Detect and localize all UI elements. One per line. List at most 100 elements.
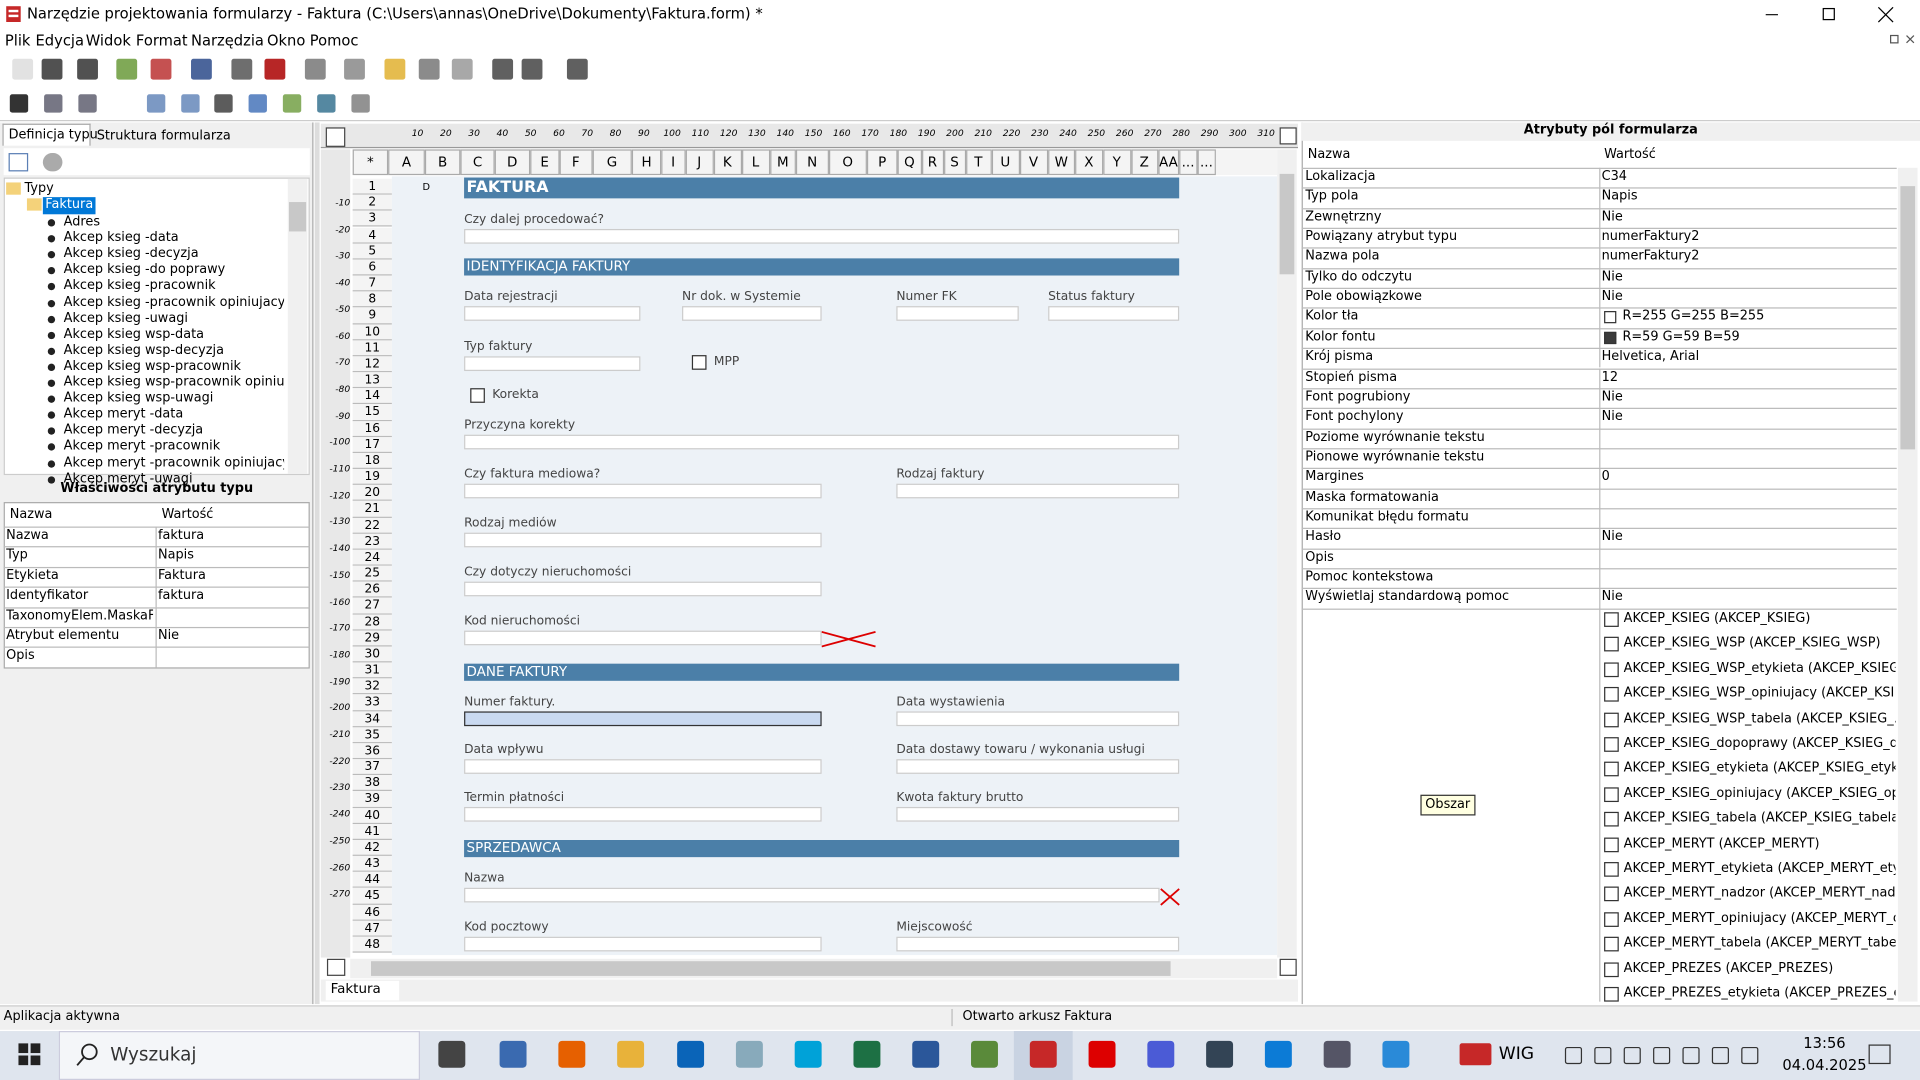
column-header[interactable]: D: [494, 149, 530, 176]
tree-item[interactable]: Akcep ksieg wsp-pracownik opiniujacy: [63, 374, 285, 390]
column-header[interactable]: U: [991, 149, 1020, 176]
menu-item[interactable]: Format: [135, 31, 188, 49]
column-header[interactable]: L: [741, 149, 770, 176]
checkbox-label[interactable]: AKCEP_PREZES_etykieta (AKCEP_PREZES_et..…: [1623, 985, 1896, 1001]
checkbox-label[interactable]: AKCEP_KSIEG_dopoprawy (AKCEP_KSIEG_d...: [1623, 735, 1896, 751]
search-placeholder[interactable]: Wyszukaj: [110, 1043, 197, 1066]
row-header[interactable]: 46: [352, 904, 392, 921]
tray-icon[interactable]: [1623, 1046, 1641, 1065]
tray-icon[interactable]: [1594, 1046, 1612, 1065]
toolbar-button[interactable]: [12, 58, 34, 80]
field-input[interactable]: [464, 887, 1160, 903]
checkbox[interactable]: [1604, 787, 1619, 802]
toolbar-button[interactable]: [44, 94, 63, 113]
column-header[interactable]: A: [388, 149, 425, 176]
checkbox-label[interactable]: AKCEP_MERYT_nadzor (AKCEP_MERYT_nad...: [1623, 885, 1896, 901]
row-header[interactable]: 29: [352, 630, 392, 647]
row-header[interactable]: 10: [352, 323, 392, 341]
checkbox[interactable]: [691, 355, 707, 370]
field-input[interactable]: [464, 759, 822, 774]
row-header[interactable]: 6: [352, 259, 392, 276]
field-input[interactable]: [464, 228, 1180, 244]
taskbar-app[interactable]: [1147, 1040, 1175, 1068]
row-header[interactable]: 23: [352, 533, 392, 550]
checkbox-label[interactable]: AKCEP_KSIEG_WSP_opiniujacy (AKCEP_KSIE..…: [1623, 685, 1896, 701]
column-header[interactable]: G: [592, 149, 632, 176]
row-header[interactable]: 8: [352, 291, 392, 308]
field-input[interactable]: [464, 532, 822, 548]
row-header[interactable]: 31: [352, 662, 392, 679]
tool-icon[interactable]: [8, 153, 29, 172]
toolbar-button[interactable]: [492, 58, 514, 80]
column-header[interactable]: J: [685, 149, 714, 176]
row-header[interactable]: 42: [352, 839, 392, 857]
field-input[interactable]: [896, 759, 1180, 774]
taskbar-app[interactable]: [853, 1040, 881, 1068]
field-input[interactable]: [464, 581, 822, 597]
field-input[interactable]: [464, 936, 822, 952]
checkbox[interactable]: [1604, 612, 1619, 627]
checkbox[interactable]: [1604, 687, 1619, 702]
toolbar-button[interactable]: [384, 58, 406, 80]
row-header[interactable]: 30: [352, 646, 392, 663]
row-header[interactable]: 40: [352, 807, 392, 824]
row-header[interactable]: 38: [352, 775, 392, 792]
taskbar-app[interactable]: [1382, 1040, 1410, 1068]
taskbar-app[interactable]: [677, 1040, 705, 1068]
field-input[interactable]: [464, 306, 641, 321]
row-header[interactable]: 43: [352, 856, 392, 873]
column-header[interactable]: I: [661, 149, 686, 176]
menu-item[interactable]: Narzędzia: [191, 31, 264, 49]
field-input[interactable]: [464, 356, 641, 372]
column-header[interactable]: K: [713, 149, 742, 176]
tree-item[interactable]: Akcep meryt -decyzja: [63, 422, 204, 438]
field-input[interactable]: [464, 630, 822, 646]
tree-item[interactable]: Akcep ksieg -decyzja: [63, 246, 199, 262]
row-header[interactable]: 17: [352, 436, 392, 453]
checkbox[interactable]: [1604, 812, 1619, 827]
checkbox[interactable]: [470, 388, 485, 403]
row-header[interactable]: 41: [352, 823, 392, 840]
column-header[interactable]: Y: [1102, 149, 1131, 176]
tab-active[interactable]: [2, 123, 91, 146]
checkbox[interactable]: [1604, 961, 1619, 977]
column-header[interactable]: X: [1075, 149, 1103, 176]
menu-item[interactable]: Plik: [4, 31, 31, 49]
row-header[interactable]: 32: [352, 678, 392, 695]
row-header[interactable]: 2: [352, 194, 392, 211]
tree-item[interactable]: Akcep ksieg -do poprawy: [63, 262, 226, 278]
menu-item[interactable]: Edycja: [35, 31, 84, 49]
toolbar-button[interactable]: [191, 58, 212, 80]
checkbox[interactable]: [1604, 936, 1619, 952]
row-header[interactable]: 18: [352, 452, 392, 470]
toolbar-button[interactable]: [451, 58, 473, 80]
toolbar-button[interactable]: [317, 94, 336, 113]
checkbox[interactable]: [1604, 986, 1619, 1002]
tool-icon[interactable]: [42, 153, 63, 172]
column-header[interactable]: *: [352, 149, 389, 176]
field-input[interactable]: [464, 483, 822, 499]
row-header[interactable]: 24: [352, 549, 392, 566]
tray-icon[interactable]: [1682, 1046, 1700, 1065]
row-header[interactable]: 20: [352, 485, 392, 502]
column-header[interactable]: E: [529, 149, 560, 176]
checkbox-label[interactable]: AKCEP_MERYT_etykieta (AKCEP_MERYT_ety...: [1623, 860, 1896, 876]
column-header[interactable]: H: [631, 149, 662, 176]
checkbox-label[interactable]: AKCEP_MERYT_tabela (AKCEP_MERYT_tabela): [1623, 935, 1896, 951]
column-header[interactable]: M: [769, 149, 796, 176]
menu-item[interactable]: Widok: [85, 31, 131, 49]
field-input[interactable]: [464, 806, 822, 822]
checkbox[interactable]: [1604, 837, 1619, 852]
tree-item[interactable]: Akcep ksieg -uwagi: [63, 310, 188, 326]
row-header[interactable]: 47: [352, 920, 392, 937]
checkbox-label[interactable]: AKCEP_KSIEG_WSP_tabela (AKCEP_KSIEG_...: [1623, 710, 1896, 726]
field-input[interactable]: [464, 711, 822, 727]
tree-item[interactable]: Akcep meryt -pracownik: [63, 438, 221, 454]
field-input[interactable]: [896, 806, 1180, 822]
field-input[interactable]: [682, 306, 822, 321]
taskbar-app[interactable]: [438, 1040, 466, 1068]
field-input[interactable]: [896, 483, 1180, 499]
row-header[interactable]: 44: [352, 872, 392, 889]
tab-label[interactable]: Definicja typu: [8, 127, 98, 143]
tray-icon[interactable]: [1711, 1046, 1729, 1065]
